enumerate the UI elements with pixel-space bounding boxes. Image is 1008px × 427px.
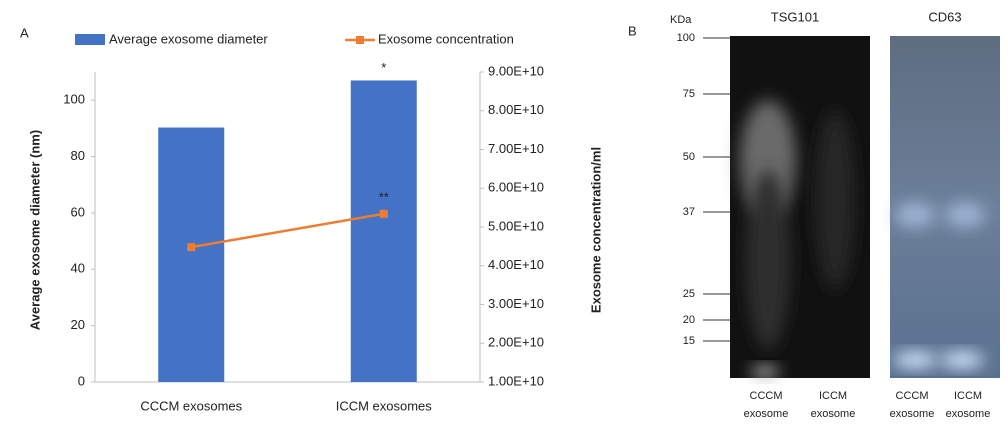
lane-label: exosome [811,408,856,420]
y2-tick-label: 4.00E+10 [488,257,544,272]
y-tick-label: 40 [71,261,85,276]
lane-label: exosome [946,408,991,420]
smear [815,110,855,290]
blot-title: CD63 [928,9,961,24]
panel-label: B [628,23,637,38]
marker-label: 20 [683,314,695,326]
y2-tick-label: 5.00E+10 [488,218,544,233]
y2-tick-label: 8.00E+10 [488,102,544,117]
bar [158,128,224,382]
annotation: * [381,60,386,75]
y-tick-label: 80 [71,148,85,163]
y-tick-label: 0 [78,373,85,388]
y-tick-label: 100 [63,92,85,107]
lane-label: exosome [744,408,789,420]
marker-label: 75 [683,88,695,100]
annotation: ** [379,189,389,204]
band [751,366,779,378]
legend-label: Exosome concentration [378,31,514,46]
lane-label: CCCM [896,390,929,402]
legend-swatch [75,34,105,45]
band [895,203,935,227]
band [893,352,937,368]
panel-label: A [20,25,29,40]
blot-title: TSG101 [771,9,819,24]
legend-swatch [356,36,364,44]
band [945,203,985,227]
y2-tick-label: 1.00E+10 [488,373,544,388]
marker-label: 100 [677,32,695,44]
y2-tick-label: 3.00E+10 [488,296,544,311]
y2-tick-label: 2.00E+10 [488,335,544,350]
line-marker [380,210,388,218]
smear [746,170,790,350]
y-axis-title: Average exosome diameter (nm) [27,130,42,330]
marker-label: 37 [683,206,695,218]
y2-axis-title: Exosome concentration/ml [588,147,603,313]
y2-tick-label: 7.00E+10 [488,141,544,156]
lane-label: CCCM [750,390,783,402]
marker-label: 50 [683,151,695,163]
y-tick-label: 20 [71,317,85,332]
x-tick-label: ICCM exosomes [336,398,433,413]
legend-label: Average exosome diameter [109,31,268,46]
lane-label: exosome [890,408,935,420]
line-marker [187,243,195,251]
y2-tick-label: 9.00E+10 [488,63,544,78]
marker-label: 15 [683,335,695,347]
x-tick-label: CCCM exosomes [140,398,242,413]
y-tick-label: 60 [71,204,85,219]
band [940,352,984,368]
figure: A B KDa 0 20 40 60 80 100 1.00E+10 2.00E+10 3.00… [0,0,1008,422]
marker-unit: KDa [670,14,692,26]
lane-label: ICCM [954,390,982,402]
marker-label: 25 [683,288,695,300]
lane-label: ICCM [819,390,847,402]
y2-tick-label: 6.00E+10 [488,180,544,195]
bar [351,80,417,382]
